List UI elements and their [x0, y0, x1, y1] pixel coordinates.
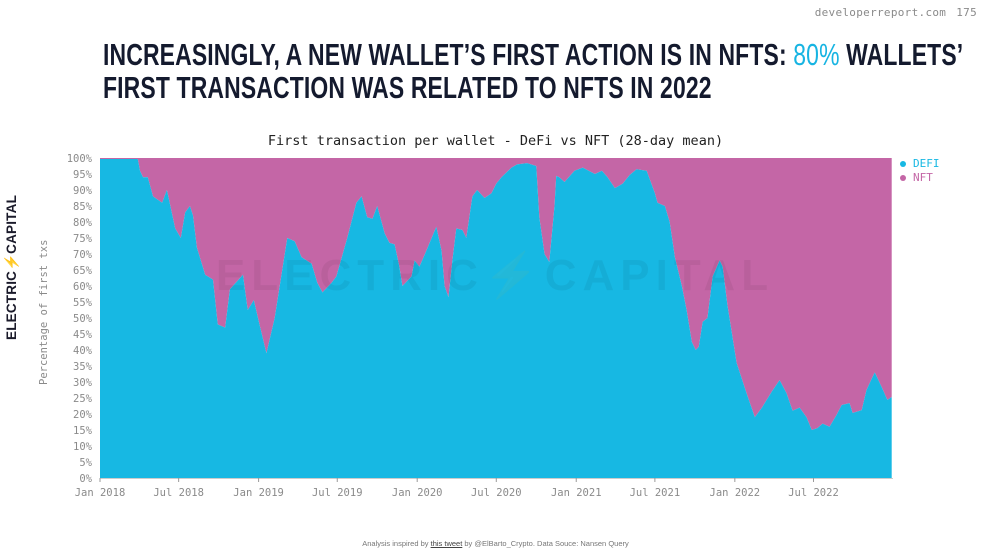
defi-dot-icon [900, 161, 906, 167]
y-tick-label: 90% [73, 185, 93, 197]
y-tick-label: 95% [73, 169, 93, 181]
y-tick-label: 50% [73, 313, 93, 325]
page-number: 175 [956, 6, 977, 19]
y-tick-label: 10% [73, 441, 93, 453]
y-tick-label: 85% [73, 201, 93, 213]
title-line2: first transaction was related to NFTs in… [103, 70, 712, 105]
x-tick-label: Jan 2019 [233, 487, 284, 499]
y-tick-label: 5% [79, 457, 92, 469]
title-line1-suffix: wallets’ [839, 37, 964, 72]
x-tick-label: Jan 2022 [710, 487, 761, 499]
legend-item-defi[interactable]: DEFI [900, 157, 940, 171]
x-tick-label: Jul 2019 [312, 487, 363, 499]
y-tick-label: 40% [73, 345, 93, 357]
chart-title: First transaction per wallet - DeFi vs N… [267, 133, 724, 149]
x-tick-label: Jul 2022 [788, 487, 839, 499]
legend-item-nft[interactable]: NFT [900, 171, 940, 185]
x-tick-label: Jan 2020 [392, 487, 443, 499]
nft-area [100, 158, 892, 430]
y-tick-label: 45% [73, 329, 93, 341]
site-url: developerreport.com [814, 6, 947, 19]
defi-area [100, 158, 892, 478]
y-tick-label: 15% [73, 425, 93, 437]
y-tick-label: 55% [73, 297, 93, 309]
x-tick-label: Jul 2018 [153, 487, 204, 499]
title-line1: Increasingly, a new wallet’s first actio… [103, 37, 794, 72]
nft-dot-icon [900, 175, 906, 181]
site-header: developerreport.com 175 [805, 6, 977, 19]
y-tick-label: 35% [73, 361, 93, 373]
y-tick-label: 80% [73, 217, 93, 229]
y-tick-label: 30% [73, 377, 93, 389]
page-title: Increasingly, a new wallet’s first actio… [103, 38, 963, 104]
footer-note: Analysis inspired by this tweet by @ElBa… [362, 539, 629, 548]
tweet-link[interactable]: this tweet [430, 539, 463, 548]
legend: DEFI NFT [900, 157, 940, 185]
y-tick-label: 75% [73, 233, 93, 245]
x-tick-label: Jul 2020 [471, 487, 522, 499]
x-tick-label: Jan 2021 [551, 487, 602, 499]
y-tick-label: 60% [73, 281, 93, 293]
title-highlight: 80% [793, 37, 840, 72]
y-tick-label: 0% [79, 473, 92, 485]
x-tick-label: Jan 2018 [75, 487, 126, 499]
y-tick-label: 100% [67, 153, 93, 165]
watermark: ELECTRIC⚡CAPITAL [216, 250, 774, 301]
y-tick-label: 25% [73, 393, 93, 405]
y-tick-label: 70% [73, 249, 93, 261]
x-tick-label: Jul 2021 [630, 487, 681, 499]
y-tick-label: 65% [73, 265, 93, 277]
y-tick-label: 20% [73, 409, 93, 421]
